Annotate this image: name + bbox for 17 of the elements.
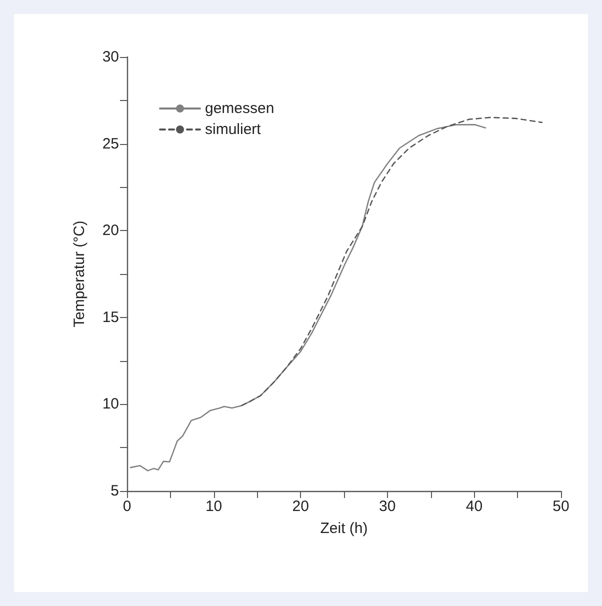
line-series <box>130 124 486 472</box>
y-tick-label: 5 <box>110 482 119 500</box>
y-tick-label: 20 <box>102 222 119 240</box>
x-tick-label: 40 <box>466 498 483 515</box>
x-tick-label: 30 <box>379 498 396 515</box>
y-tick-label: 10 <box>102 396 119 413</box>
y-tick-label: 15 <box>102 308 119 326</box>
x-tick-label: 10 <box>205 498 222 515</box>
x-axis-title: Zeit (h) <box>320 520 368 537</box>
y-tick-label: 25 <box>102 135 119 152</box>
legend-label: gemessen <box>205 100 274 117</box>
y-tick-label: 30 <box>102 48 119 66</box>
x-tick-label: 50 <box>552 498 570 515</box>
y-axis-title: Temperatur (°C) <box>71 220 88 328</box>
x-tick-label: 20 <box>292 498 309 515</box>
legend-label: simuliert <box>205 121 262 138</box>
x-tick-label: 0 <box>122 498 132 515</box>
